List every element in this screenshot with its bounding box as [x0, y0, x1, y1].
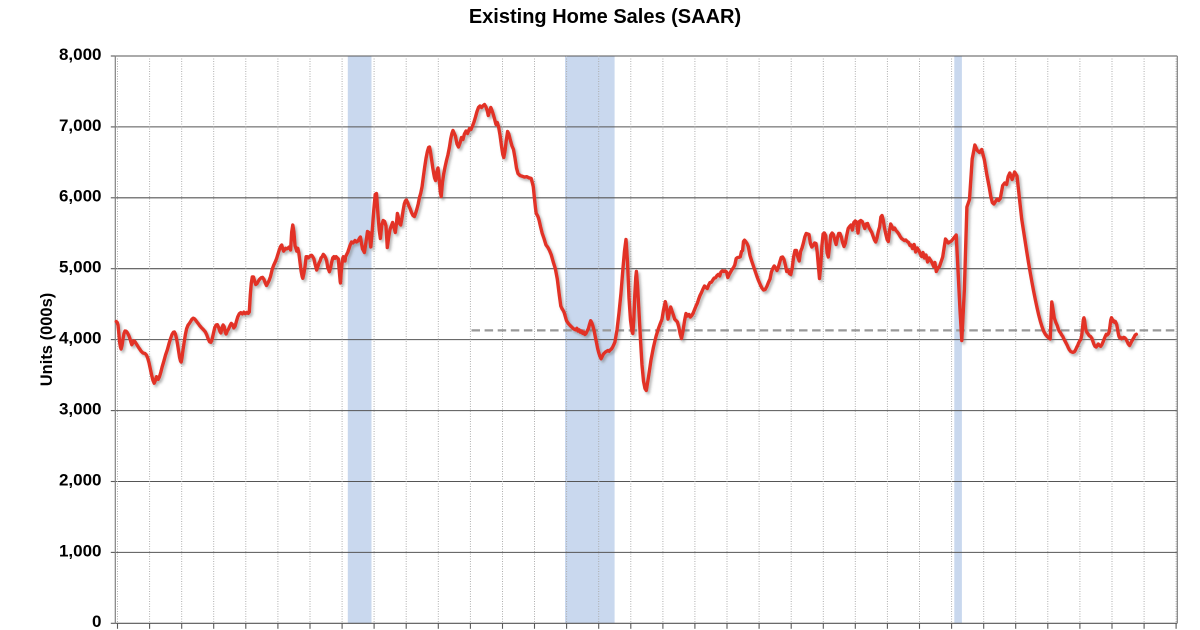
svg-text:0: 0 [92, 612, 101, 630]
svg-text:1,000: 1,000 [59, 541, 102, 560]
svg-text:6,000: 6,000 [59, 187, 102, 206]
svg-text:4,000: 4,000 [59, 329, 102, 348]
svg-text:3,000: 3,000 [59, 400, 102, 419]
svg-text:7,000: 7,000 [59, 116, 102, 135]
svg-text:Existing Home Sales (SAAR): Existing Home Sales (SAAR) [469, 6, 741, 28]
svg-text:5,000: 5,000 [59, 258, 102, 277]
svg-text:2,000: 2,000 [59, 470, 102, 489]
svg-text:Units (000s): Units (000s) [38, 293, 56, 387]
svg-text:8,000: 8,000 [59, 45, 102, 64]
